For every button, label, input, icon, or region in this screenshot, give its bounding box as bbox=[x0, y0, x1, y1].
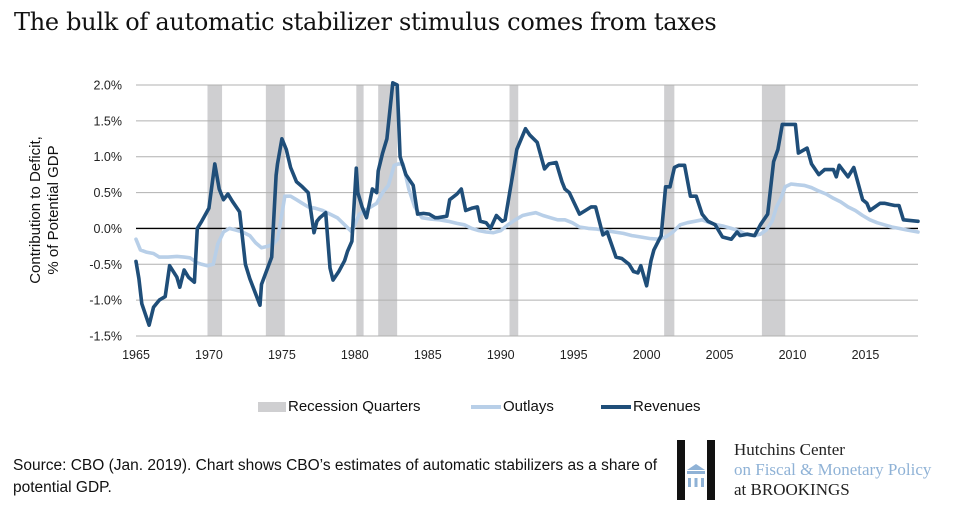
x-tick-label: 2010 bbox=[779, 348, 807, 362]
chart-area: 2.0% 1.5% 1.0% 0.5% 0.0% -0.5% -1.0% -1.5% 1965… bbox=[27, 79, 920, 362]
recession-band bbox=[356, 85, 364, 336]
y-tick-label: 1.5% bbox=[94, 114, 123, 128]
series-line-revenues bbox=[134, 81, 920, 328]
legend-item-outlays: Outlays bbox=[471, 398, 554, 415]
recession-band bbox=[509, 85, 519, 336]
recession-band bbox=[207, 85, 223, 336]
legend-label-outlays: Outlays bbox=[503, 398, 554, 415]
y-axis-label-line2: % of Potential GDP bbox=[45, 145, 62, 274]
logo-line-3: at BROOKINGS bbox=[734, 480, 850, 499]
revenues-line-swatch-icon bbox=[601, 404, 631, 409]
y-axis-label-line1: Contribution to Deficit, bbox=[27, 136, 44, 284]
x-tick-label: 2015 bbox=[852, 348, 880, 362]
x-tick-label: 1965 bbox=[122, 348, 150, 362]
recession-band bbox=[664, 85, 675, 336]
x-tick-label: 2005 bbox=[706, 348, 734, 362]
series-line-outlays bbox=[134, 162, 920, 268]
y-tick-label: -1.0% bbox=[89, 294, 122, 308]
x-tick-label: 2000 bbox=[633, 348, 661, 362]
hutchins-center-logo: Hutchins Center on Fiscal & Monetary Pol… bbox=[672, 437, 952, 507]
x-tick-label: 1975 bbox=[268, 348, 296, 362]
x-tick-label: 1990 bbox=[487, 348, 515, 362]
y-tick-label: 1.0% bbox=[94, 150, 123, 164]
gridlines bbox=[136, 84, 918, 337]
logo-text: Hutchins Center on Fiscal & Monetary Pol… bbox=[734, 440, 931, 500]
y-tick-label: 0.0% bbox=[94, 222, 123, 236]
legend-label-recession: Recession Quarters bbox=[288, 398, 421, 415]
x-tick-label: 1970 bbox=[195, 348, 223, 362]
x-tick-label: 1995 bbox=[560, 348, 588, 362]
chart-title: The bulk of automatic stabilizer stimulu… bbox=[14, 8, 717, 36]
y-tick-label: -0.5% bbox=[89, 258, 122, 272]
y-axis-ticks: 2.0% 1.5% 1.0% 0.5% 0.0% -0.5% -1.0% -1.5% bbox=[89, 79, 122, 344]
x-tick-label: 1980 bbox=[341, 348, 369, 362]
y-tick-label: -1.5% bbox=[89, 330, 122, 344]
legend: Recession Quarters Outlays Revenues bbox=[0, 398, 954, 420]
recession-swatch-icon bbox=[258, 401, 286, 412]
outlays-line-swatch-icon bbox=[471, 404, 501, 409]
logo-line-1: Hutchins Center bbox=[734, 440, 845, 459]
y-tick-label: 2.0% bbox=[94, 79, 123, 93]
x-tick-label: 1985 bbox=[414, 348, 442, 362]
legend-label-revenues: Revenues bbox=[633, 398, 701, 415]
legend-item-revenues: Revenues bbox=[601, 398, 701, 415]
y-tick-label: 0.5% bbox=[94, 186, 123, 200]
x-axis-ticks: 1965 1970 1975 1980 1985 1990 1995 2000 2005 2010… bbox=[122, 348, 879, 362]
series-lines bbox=[134, 81, 920, 328]
logo-line-2: on Fiscal & Monetary Policy bbox=[734, 460, 932, 479]
source-note: Source: CBO (Jan. 2019). Chart shows CBO… bbox=[13, 457, 658, 496]
legend-item-recession: Recession Quarters bbox=[258, 398, 421, 415]
recession-bands bbox=[207, 85, 786, 336]
hutchins-h-building-icon bbox=[677, 440, 715, 500]
